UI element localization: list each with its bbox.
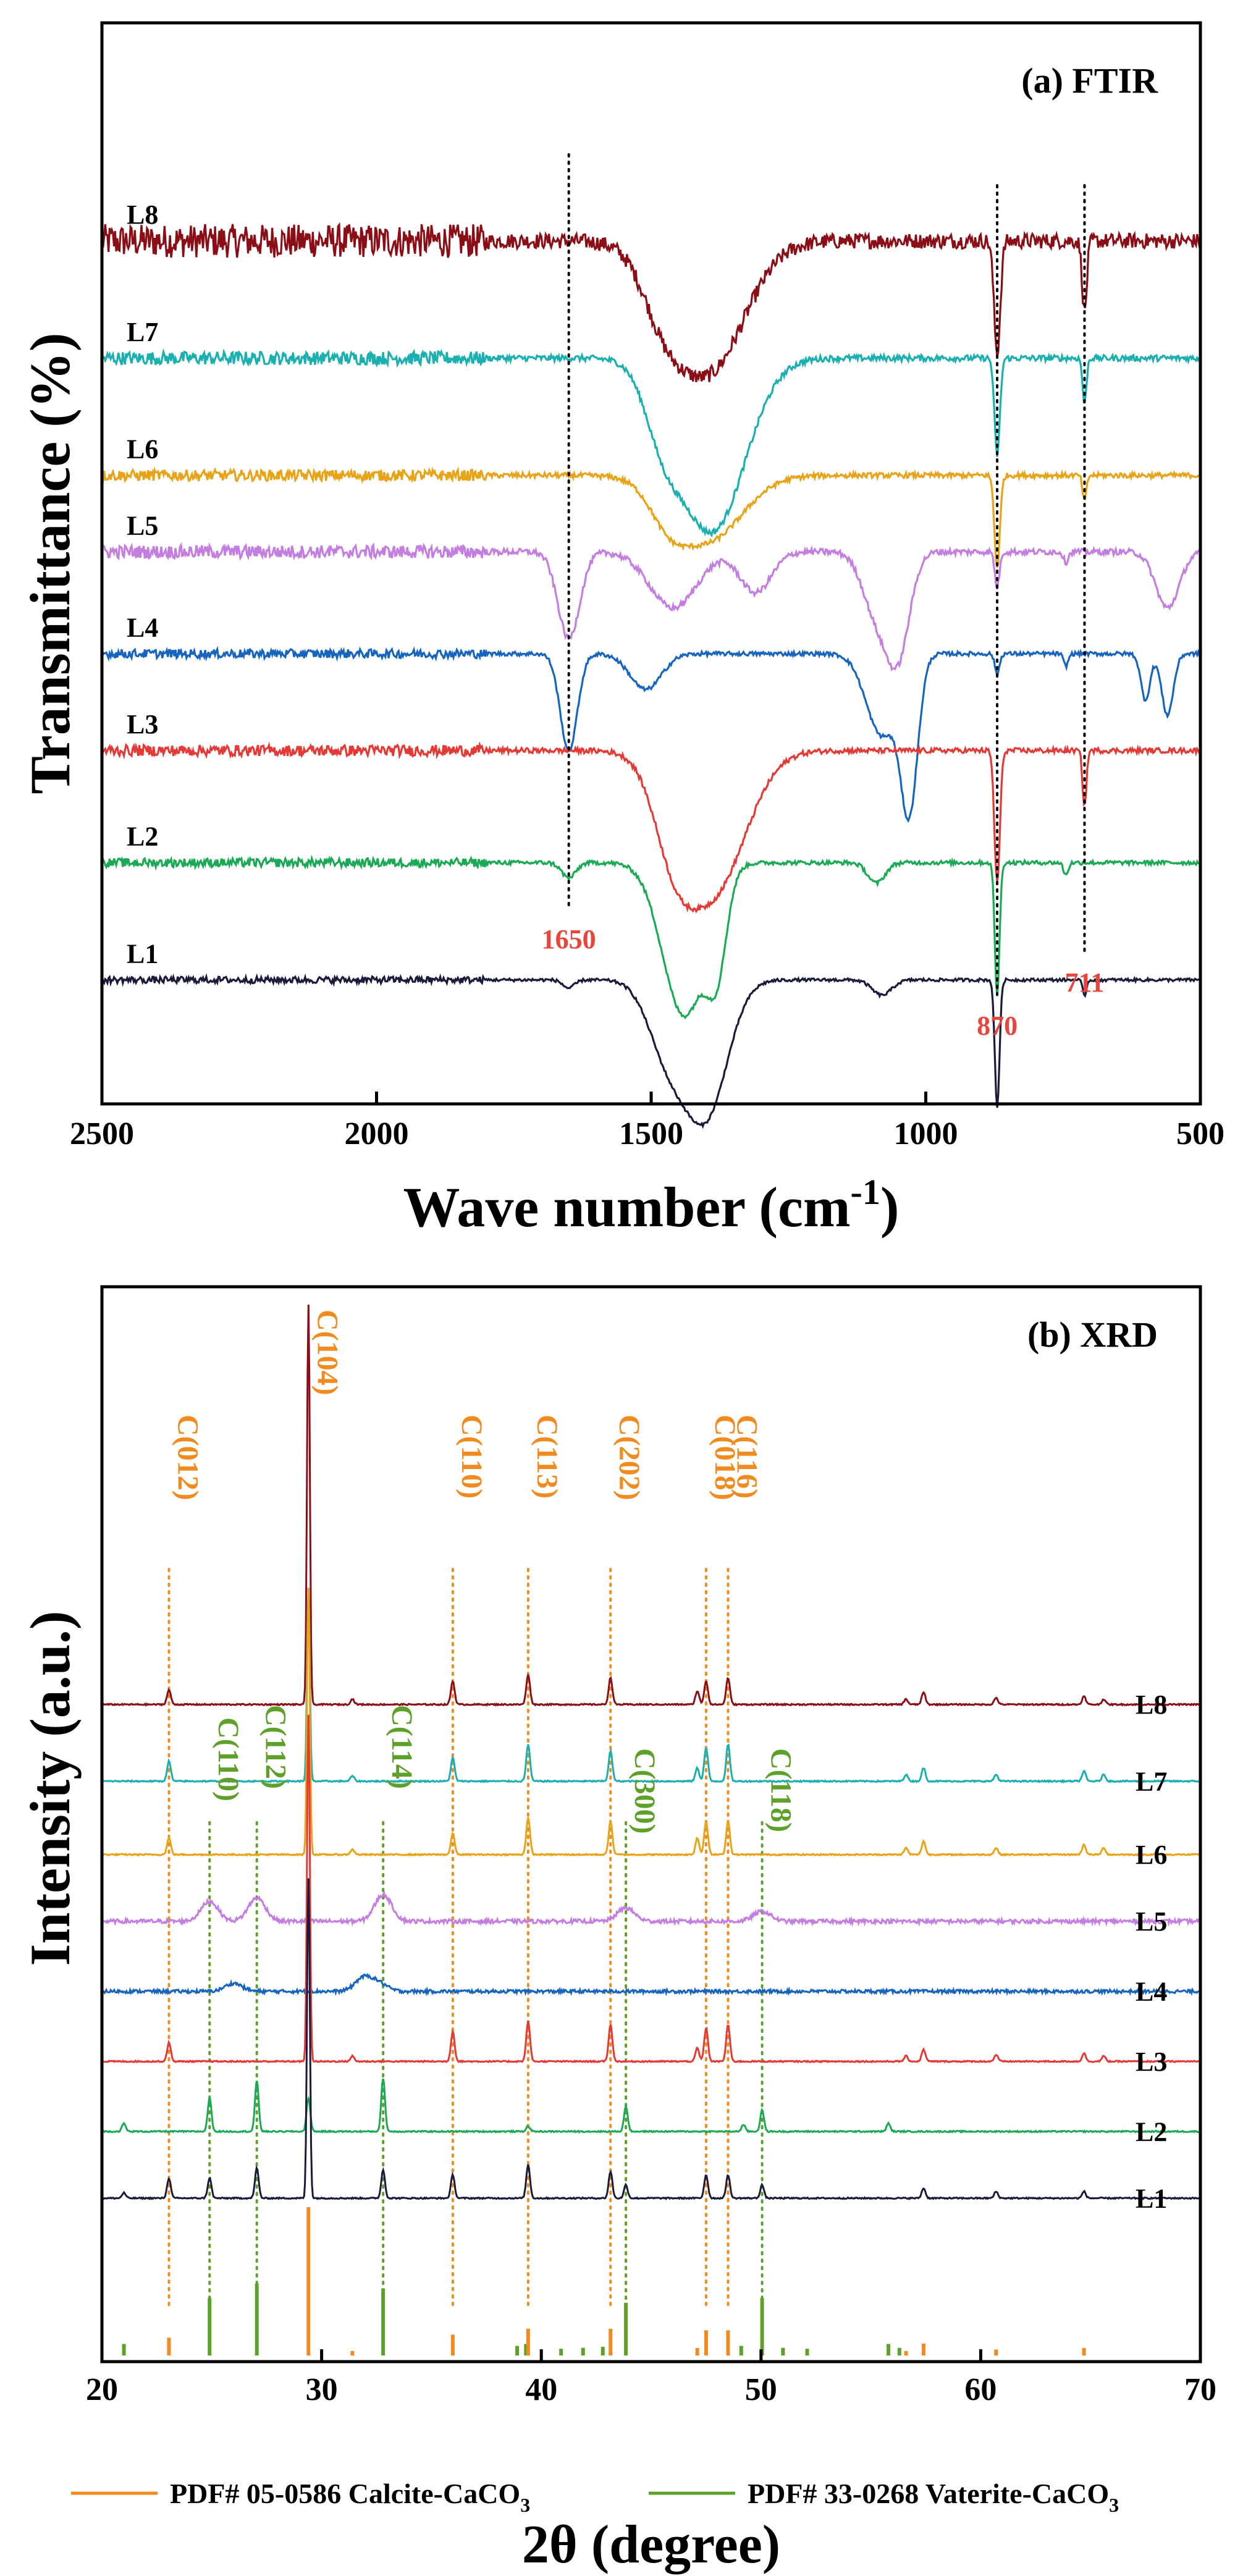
- xrd-calcite-peak-label: C(018): [709, 1415, 741, 1501]
- ftir-series-l5: [101, 542, 1202, 671]
- xrd-calcite-peak-label: C(113): [531, 1415, 563, 1499]
- xrd-series-l5: [101, 1890, 1202, 1927]
- xrd-series-label-l4: L4: [1136, 1977, 1167, 2007]
- ftir-x-tick-label: 1000: [894, 1116, 958, 1151]
- xrd-series-l3: [101, 1714, 1202, 2064]
- ftir-series-label-l2: L2: [127, 822, 158, 852]
- ftir-series-l6: [101, 466, 1201, 568]
- xrd-plot-frame: [100, 1285, 1202, 2363]
- ftir-series-label-l5: L5: [127, 510, 158, 541]
- xrd-series-l4: [101, 1972, 1202, 1997]
- legend-label-vaterite: PDF# 33-0268 Vaterite-CaCO3: [748, 2478, 1119, 2516]
- legend-label-calcite-subscript: 3: [520, 2494, 530, 2516]
- legend-label-vaterite-main: PDF# 33-0268 Vaterite-CaCO: [748, 2478, 1109, 2509]
- xrd-series-label-l8: L8: [1136, 1690, 1167, 1720]
- ftir-x-axis-title: Wave number (cm-1): [403, 1172, 900, 1239]
- ftir-panel-title: (a) FTIR: [1021, 61, 1158, 101]
- xrd-series-label-l5: L5: [1136, 1906, 1167, 1937]
- xrd-calcite-peak-label: C(116): [730, 1415, 763, 1499]
- ftir-series-l2: [101, 854, 1202, 1020]
- ftir-series-label-l4: L4: [127, 612, 158, 642]
- ftir-reference-label-1650: 1650: [542, 924, 596, 954]
- xrd-series-labels: L8 L7 L6 L5 L4 L3 L2 L1: [1136, 1690, 1167, 2213]
- xrd-series-l8: [101, 1304, 1202, 1707]
- ftir-series-l4: [101, 646, 1202, 823]
- xrd-calcite-peak-label: C(104): [311, 1310, 344, 1395]
- ftir-series-label-l1: L1: [127, 938, 158, 969]
- xrd-series-l2: [101, 2078, 1201, 2134]
- ftir-series-label-l8: L8: [127, 200, 158, 230]
- xrd-series-l6: [101, 1588, 1201, 1857]
- ftir-x-axis-title-main: Wave number (cm: [403, 1176, 851, 1239]
- xrd-vaterite-peak-label: C(118): [765, 1748, 798, 1832]
- xrd-calcite-peak-label: C(012): [171, 1415, 204, 1501]
- xrd-peak-guides: [167, 1568, 764, 2312]
- ftir-panel: 1650 870 711 L8 L7 L6 L5 L4 L3 L2 L1 2500 2000 1500…: [19, 21, 1224, 1239]
- ftir-series-group: [101, 222, 1202, 1129]
- ftir-x-axis-title-superscript: -1: [851, 1172, 880, 1212]
- ftir-x-tick-label: 500: [1176, 1116, 1224, 1151]
- xrd-panel: C(012)C(104)C(110) C(113) C(202) C(018)C(11…: [19, 1285, 1216, 2575]
- ftir-reference-label-870: 870: [977, 1011, 1018, 1041]
- xrd-x-tick-label: 50: [745, 2372, 777, 2407]
- xrd-x-tick-label: 30: [306, 2372, 338, 2407]
- xrd-series-label-l3: L3: [1136, 2047, 1167, 2077]
- legend-label-vaterite-subscript: 3: [1109, 2494, 1119, 2516]
- xrd-panel-title: (b) XRD: [1027, 1315, 1158, 1355]
- xrd-y-axis-title: Intensity (a.u.): [19, 1610, 82, 1966]
- xrd-series-label-l6: L6: [1136, 1840, 1167, 1870]
- ftir-reference-lines: 1650 870 711: [542, 153, 1105, 1041]
- xrd-vaterite-peak-label: C(300): [628, 1748, 661, 1834]
- ftir-x-tick-label: 2000: [345, 1116, 409, 1151]
- xrd-x-tick-label: 60: [964, 2372, 997, 2407]
- xrd-x-axis-title: 2θ (degree): [522, 2515, 780, 2575]
- ftir-plot-frame: [100, 21, 1202, 1106]
- xrd-x-tick-label: 70: [1184, 2372, 1216, 2407]
- xrd-vaterite-peak-label: C(114): [386, 1705, 418, 1789]
- xrd-x-ticks: 20 30 40 50 60 70: [86, 2349, 1216, 2407]
- xrd-calcite-peak-label: C(110): [455, 1415, 488, 1499]
- ftir-x-axis-title-end: ): [880, 1176, 900, 1239]
- xrd-peak-labels: C(012)C(104)C(110) C(113) C(202) C(018)C(11…: [171, 1310, 797, 1834]
- legend-label-calcite-main: PDF# 05-0586 Calcite-CaCO: [170, 2478, 520, 2509]
- xrd-series-group: [101, 1304, 1202, 2200]
- xrd-vaterite-peak-label: C(112): [259, 1705, 292, 1789]
- legend-label-calcite: PDF# 05-0586 Calcite-CaCO3: [170, 2478, 530, 2516]
- ftir-series-labels: L8 L7 L6 L5 L4 L3 L2 L1: [127, 200, 158, 969]
- xrd-vaterite-peak-label: C(110): [212, 1717, 245, 1801]
- xrd-legend: PDF# 05-0586 Calcite-CaCO3 PDF# 33-0268 …: [71, 2478, 1119, 2516]
- ftir-x-ticks: 2500 2000 1500 1000 500: [70, 1092, 1224, 1151]
- xrd-series-l1: [101, 1878, 1201, 2200]
- xrd-series-label-l1: L1: [1136, 2183, 1167, 2213]
- xrd-series-l7: [101, 1588, 1201, 1784]
- ftir-x-tick-label: 2500: [70, 1116, 134, 1151]
- ftir-series-label-l6: L6: [127, 434, 158, 465]
- ftir-series-label-l7: L7: [127, 317, 158, 347]
- xrd-x-tick-label: 20: [86, 2372, 118, 2407]
- ftir-reference-label-711: 711: [1065, 967, 1105, 998]
- ftir-x-tick-label: 1500: [619, 1116, 683, 1151]
- ftir-series-l3: [101, 741, 1202, 914]
- ftir-series-label-l3: L3: [127, 709, 158, 739]
- xrd-calcite-peak-label: C(202): [613, 1415, 646, 1501]
- ftir-y-axis-title: Transmittance (%): [19, 333, 82, 794]
- ftir-series-l8: [101, 222, 1202, 382]
- xrd-reference-bars: [122, 2207, 1086, 2355]
- ftir-series-l1: [101, 973, 1201, 1129]
- xrd-x-tick-label: 40: [525, 2372, 557, 2407]
- ftir-series-l7: [101, 348, 1202, 538]
- xrd-series-label-l2: L2: [1136, 2116, 1167, 2147]
- xrd-series-label-l7: L7: [1136, 1766, 1167, 1796]
